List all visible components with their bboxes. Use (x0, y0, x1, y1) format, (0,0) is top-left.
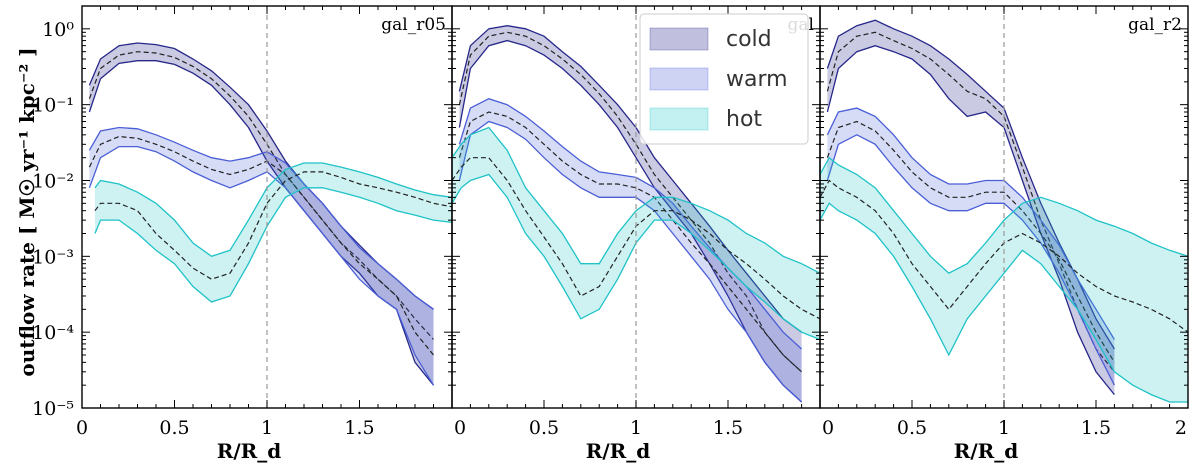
panel-gal_r2: 0 0.5 1 1.5 2 gal_r2 R/R_d (819, 5, 1189, 463)
y-axis: 10⁰ 10⁻¹ 10⁻² 10⁻³ 10⁻⁴ 10⁻⁵ (32, 19, 74, 420)
warm-lower-line (458, 120, 803, 403)
warm-band (89, 127, 434, 386)
x-tick-label: 2 (1175, 417, 1187, 439)
y-axis-title: outflow rate [ M☉ yr⁻¹ kpc⁻² ] (15, 47, 39, 376)
warm-median-line (458, 111, 803, 373)
cold-lower-line (88, 60, 435, 386)
panel-label: gal_r2 (1128, 15, 1182, 35)
hot-upper-line (820, 156, 1188, 274)
warm-legend-label: warm (726, 67, 788, 92)
legend: cold warm hot (639, 13, 809, 145)
y-tick-label: 10⁻¹ (32, 95, 74, 117)
legend-box (639, 13, 809, 145)
x-tick-label: 0 (76, 417, 88, 439)
x-tick-label: 0 (454, 417, 466, 439)
hot-lower-line (452, 173, 820, 341)
cold-lower-line (826, 45, 1115, 396)
hot-median-line (820, 179, 1188, 333)
cold-upper-line (826, 19, 1115, 350)
hot-upper-line (452, 126, 820, 274)
warm-lower-line (826, 134, 1115, 386)
cold-legend-swatch (649, 27, 709, 51)
cold-band (459, 25, 802, 402)
cold-upper-line (458, 25, 802, 333)
y-tick-label: 10⁻⁵ (32, 398, 74, 420)
panel-gal_r05: 0 0.5 1 1.5 gal_r05 R/R_d (76, 5, 453, 463)
warm-median-line (826, 120, 1115, 363)
cold-median-line (458, 31, 803, 373)
y-tick-label: 10⁻³ (32, 246, 74, 268)
warm-band (827, 108, 1115, 386)
x-tick-label: 0.5 (159, 417, 189, 439)
warm-upper-line (826, 107, 1115, 340)
hot-legend-label: hot (726, 107, 762, 132)
warm-lower-line (88, 145, 435, 386)
x-tick-label: 1.5 (713, 417, 743, 439)
cold-median-line (826, 31, 1115, 373)
cold-legend-label: cold (726, 27, 772, 52)
hot-lower-line (820, 202, 1188, 403)
x-tick-label: 0.5 (529, 417, 559, 439)
y-tick-label: 10⁰ (42, 19, 74, 41)
x-tick-label: 1 (261, 417, 273, 439)
warm-legend-swatch (649, 67, 709, 91)
x-tick-label: 1 (630, 417, 642, 439)
panel-label: gal_r05 (381, 15, 446, 35)
x-tick-label: 1.5 (344, 417, 374, 439)
cold-band (827, 20, 1115, 395)
warm-median-line (88, 135, 434, 356)
x-tick-label: 0 (822, 417, 834, 439)
hot-median-line (94, 171, 452, 280)
cold-lower-line (458, 39, 803, 403)
x-axis-title: R/R_d (586, 439, 651, 463)
x-axis-title: R/R_d (954, 439, 1019, 463)
hot-band (820, 157, 1188, 402)
panel-gal: 00.511.5galR/R_d (451, 5, 821, 463)
x-tick-label: 0.5 (897, 417, 927, 439)
y-tick-label: 10⁻² (32, 170, 74, 192)
warm-upper-line (88, 126, 434, 310)
hot-median-line (452, 157, 820, 320)
x-tick-label: 1 (998, 417, 1010, 439)
hot-legend-swatch (649, 107, 709, 131)
y-tick-label: 10⁻⁴ (32, 322, 74, 344)
x-axis-title: R/R_d (217, 439, 282, 463)
x-tick-label: 1.5 (1081, 417, 1111, 439)
